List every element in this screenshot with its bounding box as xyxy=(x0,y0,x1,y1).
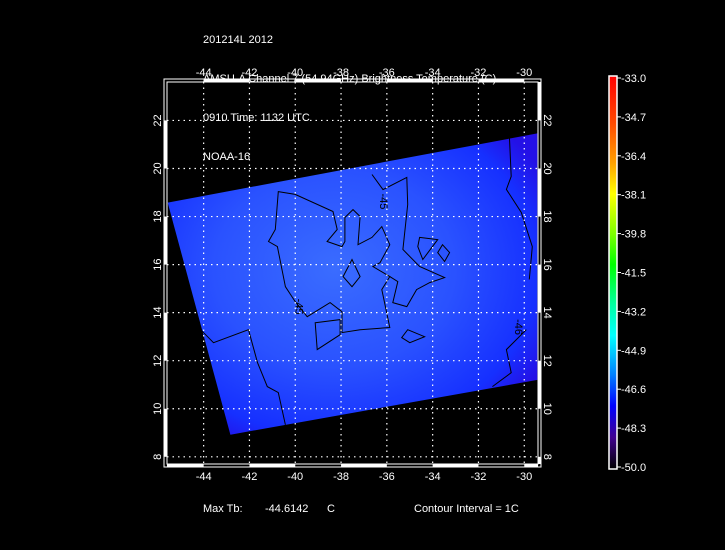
colorbar-tick-label: -46.6 xyxy=(621,384,646,396)
x-tick-label-bottom: -38 xyxy=(333,471,349,483)
colorbar-tick-label: -39.8 xyxy=(621,229,646,241)
x-tick-label-bottom: -36 xyxy=(379,471,395,483)
x-tick-label-bottom: -42 xyxy=(241,471,257,483)
frame-bar-right xyxy=(538,360,541,409)
satellite-swath xyxy=(167,133,538,435)
y-tick-label-left: 16 xyxy=(152,258,164,270)
colorbar-tick-label: -48.3 xyxy=(621,423,646,435)
frame-bar-left xyxy=(164,120,167,169)
x-tick-label-bottom: -30 xyxy=(516,471,532,483)
max-tb-readout: Max Tb: -44.6142 C xyxy=(203,503,335,516)
frame-bar-left xyxy=(164,408,167,457)
frame-bar-top xyxy=(295,79,342,82)
y-tick-label-left: 14 xyxy=(152,307,164,319)
y-tick-label-right: 12 xyxy=(541,355,553,367)
colorbar-tick-label: -33.0 xyxy=(621,73,646,85)
frame-bar-top xyxy=(386,79,433,82)
frame-bar-top xyxy=(203,79,250,82)
title-line-satellite: NOAA-16 xyxy=(203,151,251,163)
y-tick-label-right: 20 xyxy=(541,162,553,174)
max-tb-label: Max Tb: xyxy=(203,503,243,515)
contour-label: -45 xyxy=(377,193,389,209)
colorbar-tick-label: -38.1 xyxy=(621,190,646,202)
y-tick-label-right: 16 xyxy=(541,258,553,270)
x-tick-label-top: -42 xyxy=(241,67,257,79)
frame-bar-right xyxy=(538,82,541,121)
x-tick-label-bottom: -40 xyxy=(287,471,303,483)
y-tick-label-right: 18 xyxy=(541,210,553,222)
y-tick-label-right: 10 xyxy=(541,403,553,415)
colorbar-tick-label: -44.9 xyxy=(621,345,646,357)
frame-bar-bottom xyxy=(167,464,204,467)
colorbar: -33.0 -34.7 -36.4 -38.1 -39.8 -41.5 -43.2 -44.9… xyxy=(608,73,646,474)
y-tick-label-left: 12 xyxy=(152,355,164,367)
x-tick-label-bottom: -44 xyxy=(196,471,212,483)
frame-bar-bottom xyxy=(524,464,538,467)
colorbar-tick-label: -43.2 xyxy=(621,306,646,318)
frame-bar-bottom xyxy=(432,464,479,467)
colorbar-tick-label: -34.7 xyxy=(621,112,646,124)
x-tick-label-top: -40 xyxy=(287,67,303,79)
contour-line xyxy=(400,329,426,344)
x-tick-label-top: -44 xyxy=(196,67,212,79)
contour-interval: Contour Interval = 1C xyxy=(414,503,519,515)
frame-bar-right xyxy=(538,264,541,313)
contour-line xyxy=(417,236,439,261)
x-tick-label-bottom: -34 xyxy=(425,471,441,483)
y-tick-label-right: 22 xyxy=(541,114,553,126)
y-tick-label-left: 20 xyxy=(152,162,164,174)
y-tick-label-left: 10 xyxy=(152,403,164,415)
x-tick-label-bottom: -32 xyxy=(471,471,487,483)
frame-bar-bottom xyxy=(341,464,387,467)
x-tick-label-top: -30 xyxy=(516,67,532,79)
x-tick-label-top: -34 xyxy=(425,67,441,79)
frame-bar-bottom xyxy=(249,464,296,467)
colorbar-tick-label: -41.5 xyxy=(621,268,646,280)
colorbar-tick-label: -36.4 xyxy=(621,151,646,163)
x-tick-label-top: -32 xyxy=(471,67,487,79)
y-tick-label-right: 8 xyxy=(541,454,553,460)
colorbar-tick-label: -50.0 xyxy=(621,462,646,474)
contour-label: -46 xyxy=(512,319,524,335)
y-tick-label-left: 8 xyxy=(152,454,164,460)
contour-line xyxy=(437,243,451,263)
y-tick-label-left: 18 xyxy=(152,210,164,222)
x-tick-label-top: -38 xyxy=(333,67,349,79)
x-tick-label-top: -36 xyxy=(379,67,395,79)
frame-bar-top xyxy=(478,79,525,82)
contour-line xyxy=(371,174,446,308)
title-line-storm: 201214L 2012 xyxy=(203,34,273,46)
contour-line xyxy=(505,136,533,280)
max-tb-value: -44.6142 xyxy=(265,503,309,515)
contour-line xyxy=(314,319,341,351)
colorbar-gradient xyxy=(608,75,618,470)
y-tick-label-left: 22 xyxy=(152,114,164,126)
frame-bar-right xyxy=(538,456,541,464)
contour-line xyxy=(342,258,361,288)
y-tick-label-right: 14 xyxy=(541,307,553,319)
frame-bar-left xyxy=(164,216,167,265)
frame-bar-right xyxy=(538,168,541,217)
contour-line xyxy=(175,309,286,425)
frame-bar-left xyxy=(164,312,167,361)
max-tb-unit: C xyxy=(327,503,335,515)
